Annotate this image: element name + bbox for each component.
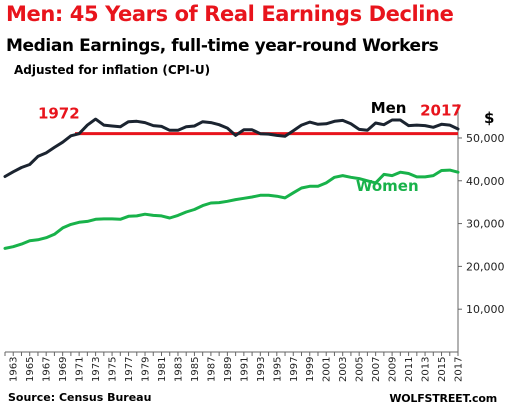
- x-tick-label: 1987: [206, 357, 217, 382]
- x-tick-label: 1971: [75, 357, 86, 382]
- series-line-men: [3, 117, 460, 178]
- brand-label: WOLFSTREET.com: [389, 392, 497, 405]
- x-tick-label: 1969: [58, 357, 69, 382]
- source-note: Source: Census Bureau: [8, 391, 152, 404]
- y-tick-label: 30,000: [466, 218, 505, 231]
- x-tick-label: 2009: [388, 357, 399, 382]
- x-tick-label: 1979: [141, 357, 152, 382]
- x-tick-label: 1997: [289, 357, 300, 382]
- y-tick-label: 10,000: [466, 303, 505, 316]
- x-tick-label: 1983: [173, 357, 184, 382]
- y-tick-label: 40,000: [466, 175, 505, 188]
- x-tick-label: 1977: [124, 357, 135, 382]
- series-group: [3, 117, 460, 250]
- y-tick-label: 50,000: [466, 132, 505, 145]
- x-tick-label: 2017: [454, 357, 465, 382]
- x-tick-label: 1989: [223, 357, 234, 382]
- annotation-1972: 1972: [38, 105, 80, 123]
- series-label-women: Women: [356, 177, 419, 195]
- x-tick-label: 2011: [404, 357, 415, 382]
- x-tick-label: 1981: [157, 357, 168, 382]
- x-tick-label: 1999: [305, 357, 316, 382]
- series-label-men: Men: [371, 99, 407, 117]
- annotation-2017: 2017: [420, 102, 462, 120]
- y-unit-label: $: [484, 109, 494, 127]
- x-tick-label: 2013: [421, 357, 432, 382]
- x-tick-label: 1985: [190, 357, 201, 382]
- inflation-note: Adjusted for inflation (CPI-U): [14, 63, 211, 77]
- y-tick-label: 20,000: [466, 260, 505, 273]
- x-tick-label: 2007: [371, 357, 382, 382]
- label-group: 1972 2017 Men Women $: [38, 99, 494, 195]
- chart-subtitle: Median Earnings, full-time year-round Wo…: [6, 36, 439, 56]
- x-tick-label: 1991: [239, 357, 250, 382]
- x-tick-label: 2005: [355, 357, 366, 382]
- x-tick-label: 1967: [42, 357, 53, 382]
- axes: 10,000 20,000 30,000 40,000 50,000 1963 1965 19…: [4, 104, 505, 382]
- series-line-women: [3, 168, 460, 250]
- x-tick-label: 1965: [25, 357, 36, 382]
- x-tick-label: 2003: [338, 357, 349, 382]
- chart-title: Men: 45 Years of Real Earnings Decline: [6, 2, 454, 26]
- x-tick-label: 2001: [322, 357, 333, 382]
- x-tick-label: 2015: [437, 357, 448, 382]
- x-tick-label: 1975: [108, 357, 119, 382]
- x-tick-label: 1963: [9, 357, 20, 382]
- x-tick-label: 1993: [256, 357, 267, 382]
- x-tick-label: 1995: [272, 357, 283, 382]
- x-tick-label: 1973: [91, 357, 102, 382]
